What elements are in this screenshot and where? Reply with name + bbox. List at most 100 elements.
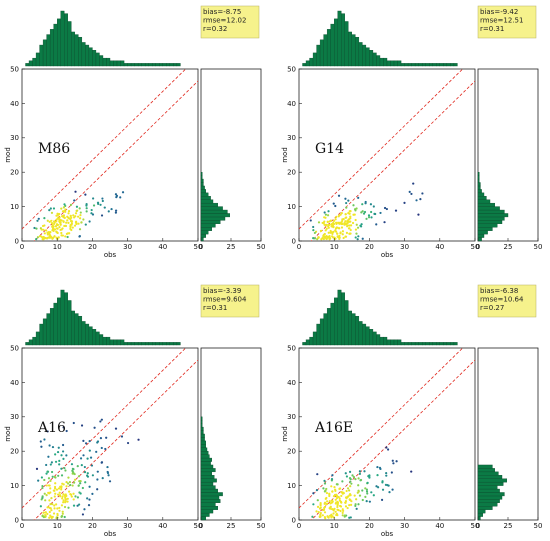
obs-hist-bar bbox=[334, 297, 338, 346]
obs-hist-bar bbox=[400, 63, 405, 67]
scatter-point bbox=[66, 497, 69, 500]
scatter-point bbox=[64, 235, 67, 238]
mod-hist-bar bbox=[200, 199, 214, 204]
obs-hist-bar bbox=[159, 342, 163, 346]
obs-hist-bar bbox=[379, 336, 384, 346]
obs-hist-bar bbox=[348, 31, 352, 67]
scatter-point bbox=[336, 232, 339, 235]
obs-hist-bar bbox=[355, 315, 360, 346]
scatter-point bbox=[326, 500, 329, 503]
y-tick-label: 40 bbox=[10, 379, 19, 387]
scatter-point bbox=[330, 513, 333, 516]
scatter-point bbox=[72, 214, 75, 217]
scatter-point bbox=[326, 214, 330, 217]
scatter-point bbox=[347, 227, 351, 230]
scatter-point bbox=[390, 471, 393, 474]
x-tick-label: 0 bbox=[297, 522, 301, 530]
scatter-point bbox=[42, 515, 45, 519]
scatter-point bbox=[344, 197, 347, 200]
scatter-point bbox=[44, 515, 47, 518]
scatter-point bbox=[349, 503, 353, 507]
scatter-point bbox=[62, 501, 65, 504]
scatter-point bbox=[54, 482, 57, 485]
scatter-point bbox=[85, 202, 88, 206]
scatter-point bbox=[57, 446, 60, 449]
scatter-point bbox=[340, 211, 343, 215]
scatter-point bbox=[101, 197, 104, 200]
scatter-point bbox=[323, 220, 326, 223]
scatter-point bbox=[79, 211, 82, 214]
obs-hist-bar bbox=[372, 52, 377, 67]
obs-hist-bar bbox=[305, 339, 310, 346]
scatter-point bbox=[323, 505, 327, 509]
scatter-point bbox=[364, 202, 367, 205]
scatter-point bbox=[86, 497, 89, 500]
obs-hist-bar bbox=[74, 313, 79, 346]
scatter-point bbox=[74, 495, 77, 498]
scatter-point bbox=[77, 484, 80, 487]
scatter-point bbox=[47, 491, 50, 494]
scatter-point bbox=[328, 499, 331, 503]
x-tick-label: 30 bbox=[400, 522, 409, 530]
scatter-point bbox=[74, 190, 77, 193]
mod-hist-bar bbox=[200, 506, 218, 510]
scatter-point bbox=[369, 203, 373, 206]
mod-hist-bar bbox=[477, 509, 486, 514]
scatter-point bbox=[324, 216, 327, 219]
mod-hist-bar bbox=[200, 426, 204, 431]
scatter-point bbox=[349, 485, 352, 488]
scatter-point bbox=[335, 483, 338, 486]
scatter-point bbox=[385, 474, 388, 477]
scatter-point bbox=[408, 190, 411, 194]
obs-hist-bar bbox=[155, 342, 160, 346]
scatter-point bbox=[315, 489, 319, 492]
scatter-point bbox=[380, 498, 384, 501]
scatter-point bbox=[376, 474, 379, 477]
scatter-point bbox=[364, 495, 367, 498]
scatter-point bbox=[63, 466, 66, 470]
scatter-point bbox=[114, 211, 118, 214]
scatter-point bbox=[331, 474, 334, 477]
scatter-point bbox=[60, 474, 64, 477]
scatter-point bbox=[379, 467, 382, 471]
scatter-point bbox=[65, 221, 68, 224]
obs-hist-bar bbox=[120, 60, 125, 67]
obs-hist-bar bbox=[120, 339, 125, 346]
scatter-point bbox=[43, 438, 46, 441]
scatter-point bbox=[78, 228, 82, 231]
scatter-point bbox=[55, 218, 58, 221]
mod-hist-bar bbox=[477, 230, 488, 235]
scatter-point bbox=[33, 226, 36, 230]
obs-hist-bar bbox=[141, 342, 146, 346]
scatter-point bbox=[328, 220, 331, 223]
obs-hist-bar bbox=[99, 334, 104, 346]
scatter-point bbox=[84, 193, 87, 196]
obs-hist-bar bbox=[113, 60, 118, 67]
scatter-point bbox=[100, 418, 103, 421]
scatter-point bbox=[72, 421, 75, 425]
scatter-point bbox=[46, 512, 49, 516]
scatter-point bbox=[76, 504, 79, 507]
obs-hist-bar bbox=[404, 342, 409, 346]
scatter-point bbox=[95, 450, 98, 453]
scatter-point bbox=[326, 515, 329, 518]
scatter-point bbox=[354, 503, 357, 506]
mod-hist-bar bbox=[200, 216, 226, 221]
x-axis-label: obs bbox=[104, 251, 117, 259]
scatter-point bbox=[385, 207, 388, 211]
x-tick-label: 40 bbox=[158, 522, 167, 530]
scatter-point bbox=[68, 480, 72, 484]
scatter-point bbox=[353, 213, 356, 216]
mod-hist-bar bbox=[200, 440, 207, 445]
scatter-point bbox=[108, 480, 112, 483]
scatter-point bbox=[65, 494, 68, 497]
obs-hist-bar bbox=[418, 342, 423, 346]
scatter-point bbox=[62, 457, 65, 460]
scatter-point bbox=[78, 503, 81, 506]
scatter-point bbox=[69, 214, 72, 217]
scatter-point bbox=[381, 488, 385, 491]
obs-hist-bar bbox=[176, 342, 181, 346]
scatter-point bbox=[341, 219, 344, 223]
scatter-point bbox=[50, 470, 54, 474]
